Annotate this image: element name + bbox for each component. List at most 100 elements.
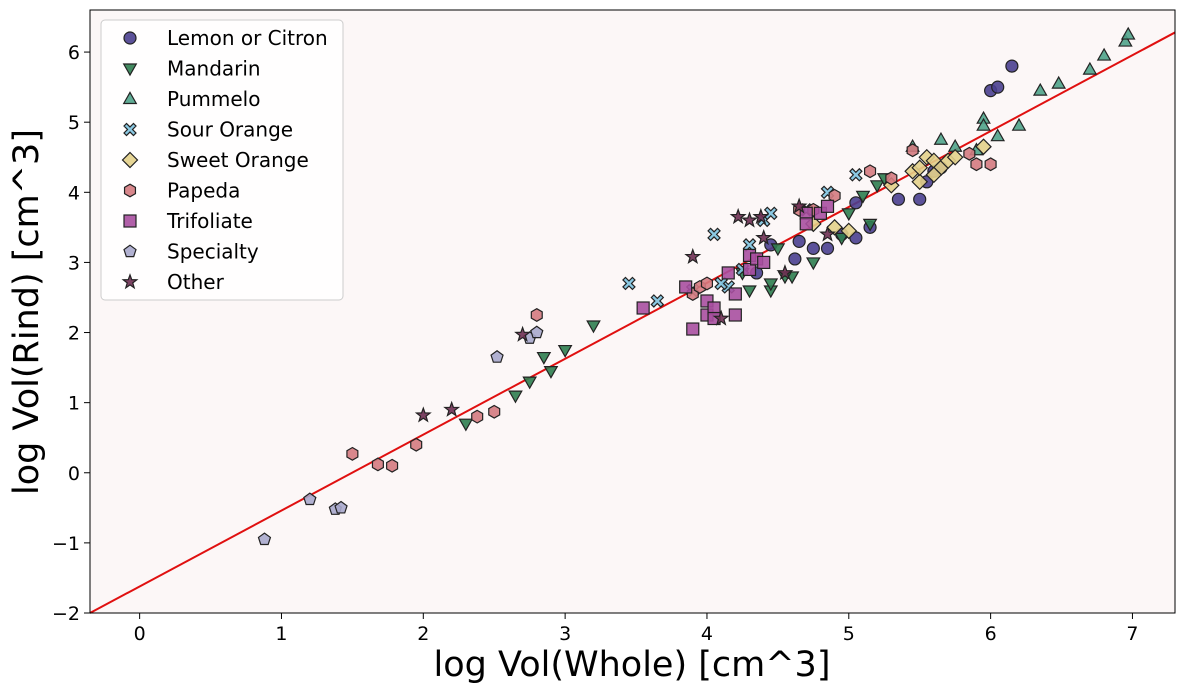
data-point xyxy=(970,157,983,172)
data-point xyxy=(1120,26,1136,40)
data-point xyxy=(1118,33,1133,47)
y-tick-label: 6 xyxy=(68,42,80,64)
x-tick-label: 0 xyxy=(134,623,146,645)
x-axis-ticks: 0 1 2 3 4 5 6 7 xyxy=(134,613,1138,645)
data-point xyxy=(514,325,532,342)
legend: Lemon or Citron Mandarin Pummelo Sour Orang… xyxy=(100,19,344,301)
plot-frame xyxy=(89,9,1176,614)
y-axis-ticks: −2 −1 0 1 2 3 4 5 6 xyxy=(52,42,90,625)
data-point xyxy=(536,351,552,365)
data-point xyxy=(522,376,538,390)
data-point xyxy=(686,322,700,336)
legend-item: Specialty xyxy=(123,240,259,264)
data-point xyxy=(488,404,501,419)
data-point xyxy=(855,190,871,204)
data-point xyxy=(443,400,461,417)
data-point xyxy=(742,262,757,277)
data-point xyxy=(806,241,820,255)
legend-item: Lemon or Citron xyxy=(123,26,328,50)
x-tick-label: 3 xyxy=(559,623,571,645)
legend-item: Sweet Orange xyxy=(121,148,309,172)
fit-line-layer xyxy=(89,31,1176,614)
data-point xyxy=(684,247,702,265)
data-point xyxy=(707,227,721,242)
data-point xyxy=(976,117,991,131)
data-point xyxy=(721,266,735,280)
legend-item: Sour Orange xyxy=(123,118,293,142)
legend-label: Trifoliate xyxy=(166,209,253,233)
data-point xyxy=(806,257,821,271)
data-point xyxy=(303,492,317,506)
series-7 xyxy=(636,199,835,336)
legend-label: Sour Orange xyxy=(167,118,293,142)
data-point xyxy=(1082,61,1098,75)
data-point xyxy=(712,309,730,326)
legend-marker xyxy=(121,273,139,290)
legend-item: Papeda xyxy=(123,179,240,203)
legend-marker xyxy=(123,214,137,228)
data-point xyxy=(1096,47,1112,61)
data-point xyxy=(849,167,863,182)
data-point xyxy=(862,218,878,232)
data-point xyxy=(458,418,474,432)
data-point xyxy=(990,128,1006,142)
data-point xyxy=(925,166,943,184)
data-point xyxy=(911,173,929,191)
legend-label: Other xyxy=(167,270,225,294)
legend-marker xyxy=(121,151,139,169)
data-point xyxy=(763,278,779,292)
data-point xyxy=(1032,82,1048,96)
data-point xyxy=(410,437,423,452)
data-point xyxy=(788,252,802,266)
data-point xyxy=(849,196,863,210)
legend-marker xyxy=(122,63,138,77)
x-tick-label: 5 xyxy=(843,623,855,645)
data-point xyxy=(826,219,843,236)
data-point xyxy=(790,197,808,214)
y-tick-label: 4 xyxy=(68,182,80,204)
data-point xyxy=(530,325,544,339)
data-point xyxy=(1005,59,1019,73)
data-point xyxy=(911,159,929,177)
legend-label: Pummelo xyxy=(167,87,260,111)
y-tick-label: −2 xyxy=(52,603,80,625)
data-point xyxy=(819,225,837,242)
data-point xyxy=(906,143,919,158)
data-point xyxy=(622,276,636,291)
data-point xyxy=(913,192,927,206)
fit-line xyxy=(89,31,1176,614)
data-point xyxy=(963,146,976,161)
series-8 xyxy=(257,325,544,546)
data-point xyxy=(346,446,359,461)
data-point xyxy=(490,350,504,363)
y-tick-label: 1 xyxy=(68,393,80,415)
data-point xyxy=(334,500,348,514)
legend-box xyxy=(100,19,344,301)
y-tick-label: 5 xyxy=(68,112,80,134)
data-point xyxy=(933,131,949,145)
series-9 xyxy=(414,197,837,423)
legend-item: Trifoliate xyxy=(123,209,253,233)
data-point xyxy=(508,390,523,404)
data-point xyxy=(770,243,786,257)
data-point xyxy=(828,188,841,203)
data-point xyxy=(728,308,742,322)
data-point xyxy=(841,208,857,222)
legend-label: Lemon or Citron xyxy=(167,26,328,50)
data-point xyxy=(414,406,432,423)
legend-item: Pummelo xyxy=(122,87,260,111)
x-axis-label: log Vol(Whole) [cm^3] xyxy=(434,645,831,685)
data-point xyxy=(741,211,758,228)
data-point xyxy=(792,234,806,248)
data-point xyxy=(742,238,757,252)
data-points-layer xyxy=(257,26,1136,546)
data-point xyxy=(834,232,850,246)
data-point xyxy=(650,294,665,308)
data-point xyxy=(799,217,813,231)
data-point xyxy=(840,222,858,240)
legend-marker xyxy=(122,91,138,105)
data-point xyxy=(557,344,573,358)
legend-marker xyxy=(123,122,137,137)
legend-item: Mandarin xyxy=(122,57,261,81)
